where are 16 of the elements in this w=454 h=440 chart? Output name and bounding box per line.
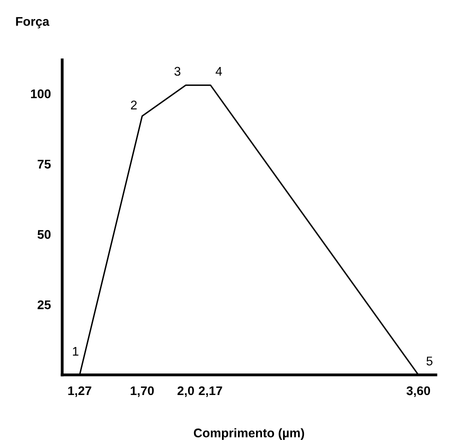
annotation: 5 <box>426 356 432 366</box>
y-tick-label: 100 <box>31 89 51 98</box>
y-tick-label: 25 <box>38 300 51 310</box>
annotation: 3 <box>174 66 180 76</box>
y-tick-label: 75 <box>38 160 51 169</box>
x-tick-label: 2,0 <box>178 386 194 397</box>
x-tick-label: 2,17 <box>198 386 222 397</box>
x-tick-label: 3,60 <box>406 386 430 397</box>
x-tick-label: 1,70 <box>130 386 154 397</box>
y-tick-label: 50 <box>38 230 51 239</box>
annotation: 4 <box>216 67 222 76</box>
x-axis-title: Comprimento (µm) <box>194 428 304 440</box>
annotation: 2 <box>130 100 137 110</box>
y-axis-title: Força <box>16 17 50 28</box>
annotation: 1 <box>72 347 78 356</box>
x-tick-label: 1,27 <box>68 386 92 397</box>
